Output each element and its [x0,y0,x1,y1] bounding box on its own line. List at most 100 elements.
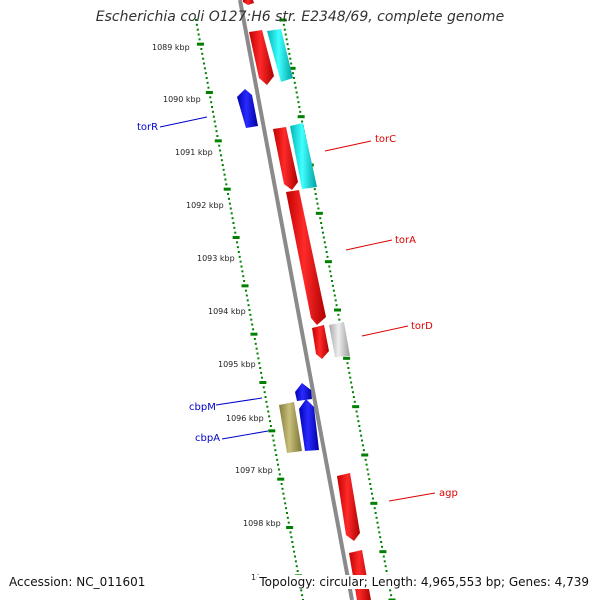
tick-label: 1093 kbp [197,254,235,263]
minor-tick [286,516,289,519]
minor-tick [295,565,298,568]
minor-tick [371,497,374,500]
torC-leader [324,140,372,152]
minor-tick [337,313,340,316]
minor-tick [211,106,214,108]
minor-tick [228,202,231,205]
minor-tick [215,130,218,133]
minor-tick [225,183,228,186]
gene-torC-red[interactable] [273,127,298,190]
minor-tick [294,560,297,563]
minor-tick [371,492,374,495]
minor-tick [328,265,331,268]
minor-tick [210,101,213,104]
minor-tick [323,241,326,244]
gene-cbpA[interactable] [299,399,319,451]
minor-tick [195,23,198,26]
minor-tick [195,19,197,21]
minor-tick [351,386,354,389]
minor-tick [205,77,208,79]
minor-tick [361,439,364,442]
minor-tick [229,207,232,210]
minor-tick [214,125,217,128]
label-torA[interactable]: torA [395,235,416,246]
minor-tick [373,507,376,510]
minor-tick [379,536,382,539]
minor-tick [245,294,248,297]
gene-cbpM[interactable] [295,383,312,401]
minor-tick [227,193,230,195]
gene-top-partial[interactable] [243,0,254,5]
minor-tick [236,241,239,244]
label-agp[interactable]: agp [439,488,458,499]
tick-label: 1096 kbp [226,414,264,423]
minor-tick [280,483,283,485]
minor-tick [271,434,274,437]
gene-agp[interactable] [337,473,360,541]
gene-1089-cyan[interactable] [267,29,293,82]
minor-tick [368,478,371,481]
minor-tick [256,352,259,355]
backbone-line [238,0,354,600]
gene-torA[interactable] [286,190,326,325]
minor-tick [289,531,292,534]
gene-olive[interactable] [279,402,302,453]
minor-tick [233,226,236,229]
major-tick [379,550,387,554]
label-torD[interactable]: torD [411,321,433,332]
minor-tick [269,425,272,427]
label-torR[interactable]: torR [137,122,158,133]
gene-torD[interactable] [329,322,350,357]
major-tick [315,211,323,215]
minor-tick [240,265,243,268]
minor-tick [325,251,328,253]
minor-tick [376,521,379,524]
minor-tick [243,280,246,282]
minor-tick [313,188,316,191]
tick-label: 1092 kbp [186,201,224,210]
gene-1089-red[interactable] [249,30,274,85]
minor-tick [234,231,237,234]
minor-tick [321,226,324,229]
minor-tick [361,444,364,447]
major-tick [277,477,285,481]
gene-torC[interactable] [290,123,317,189]
minor-tick [276,458,279,461]
gene-torR[interactable] [237,89,258,128]
label-cbpA[interactable]: cbpA [195,433,220,444]
minor-tick [269,420,272,423]
minor-tick [212,115,215,118]
gene-torA-red-small[interactable] [312,325,329,359]
minor-tick [300,589,303,592]
minor-tick [292,77,295,79]
minor-tick [265,400,268,403]
minor-tick [221,164,224,166]
major-tick [205,91,213,94]
minor-tick [365,463,368,466]
minor-tick [298,106,301,108]
minor-tick [314,193,317,195]
minor-tick [330,275,333,278]
major-tick [232,236,240,239]
label-torC[interactable]: torC [375,134,396,145]
minor-tick [329,270,332,273]
minor-tick [374,512,377,514]
minor-tick [251,323,254,326]
tick-label: 1097 kbp [235,466,273,475]
gene-features [237,0,371,600]
minor-tick [283,28,286,31]
minor-tick [283,497,286,500]
minor-tick [203,67,206,70]
minor-tick [257,357,260,360]
minor-tick [320,222,323,224]
agp-leader [388,492,436,502]
minor-tick [198,38,201,41]
minor-tick [238,255,241,258]
cbpM-leader [215,397,263,406]
genome-summary: Topology: circular; Length: 4,965,553 bp… [257,575,589,589]
minor-tick [358,425,361,427]
minor-tick [236,246,239,249]
major-tick [250,332,258,336]
major-tick [297,115,305,119]
label-cbpM[interactable]: cbpM [189,402,216,413]
